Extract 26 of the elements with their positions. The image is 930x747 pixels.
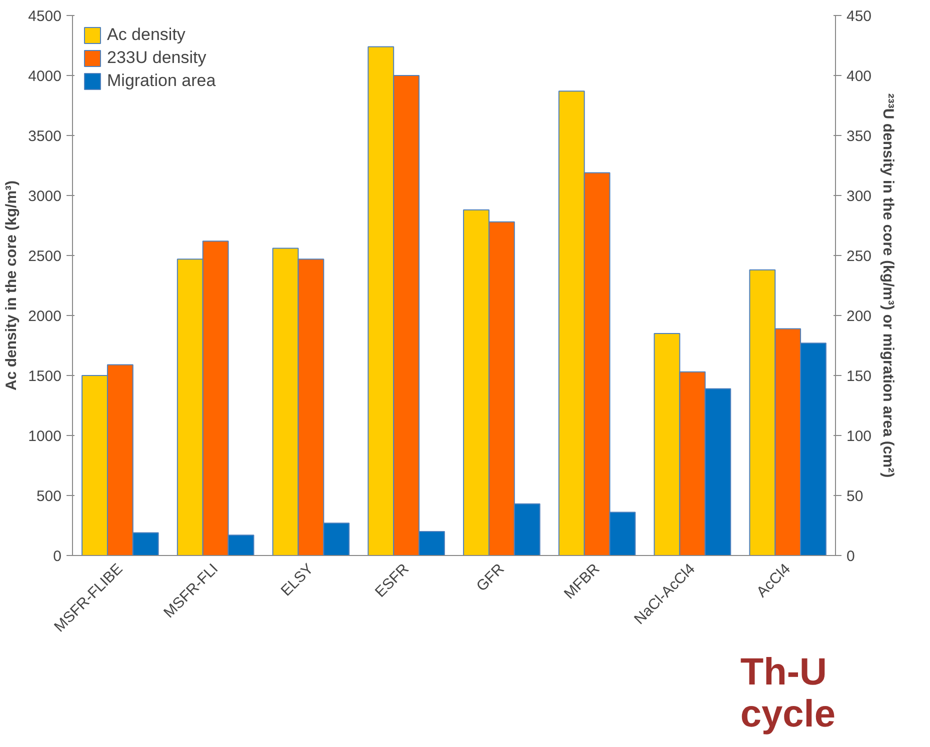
y-tick-label: 500 (36, 488, 62, 505)
y2-tick-label: 0 (846, 548, 855, 565)
y2-tick-label: 300 (846, 188, 872, 205)
y2-axis-title: ²³³U density in the core (kg/m³) or migration area (cm²) (880, 93, 897, 478)
legend-label: 233U density (107, 48, 206, 68)
y2-tick-label: 150 (846, 368, 872, 385)
y2-tick-label: 400 (846, 68, 872, 85)
y-tick-label: 0 (53, 548, 62, 565)
y2-tick-label: 450 (846, 8, 872, 25)
y-tick-label: 3000 (28, 188, 62, 205)
y-tick-label: 3500 (28, 128, 62, 145)
y-tick-label: 2000 (28, 308, 62, 325)
y-tick-label: 4500 (28, 8, 62, 25)
y2-tick-label: 50 (846, 488, 864, 505)
y-tick-label: 4000 (28, 68, 62, 85)
y-axis-title: Ac density in the core (kg/m³) (3, 180, 20, 391)
legend-label: Migration area (107, 71, 216, 91)
y2-tick-label: 200 (846, 308, 872, 325)
y2-tick-label: 250 (846, 248, 872, 265)
text: Th-U cycle (740, 652, 836, 736)
legend-label: Ac density (107, 25, 186, 45)
y2-tick-label: 100 (846, 428, 872, 445)
y2-tick-label: 350 (846, 128, 872, 145)
y-tick-label: 2500 (28, 248, 62, 265)
y-tick-label: 1000 (28, 428, 62, 445)
y-tick-label: 1500 (28, 368, 62, 385)
